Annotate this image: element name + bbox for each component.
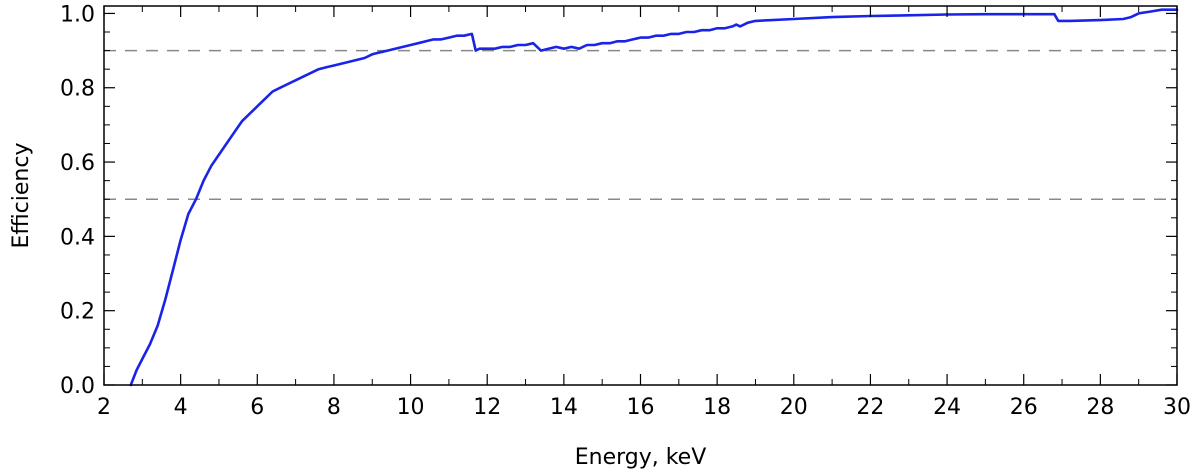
x-tick-label: 12 bbox=[473, 395, 501, 420]
y-tick-label: 0.6 bbox=[60, 151, 95, 176]
x-tick-label: 18 bbox=[703, 395, 731, 420]
y-axis-title: Efficiency bbox=[9, 143, 34, 249]
x-tick-label: 20 bbox=[780, 395, 808, 420]
y-tick-label: 1.0 bbox=[60, 2, 95, 27]
x-tick-label: 4 bbox=[174, 395, 188, 420]
y-tick-label: 0.8 bbox=[60, 77, 95, 102]
reference-lines bbox=[104, 49, 1177, 200]
plot-frame bbox=[103, 5, 1178, 386]
x-tick-label: 24 bbox=[933, 395, 961, 420]
y-tick-label: 0.4 bbox=[60, 225, 95, 250]
y-tick-labels: 0.0 0.2 0.4 0.6 0.8 1.0 bbox=[60, 2, 95, 399]
y-tick-label: 0.2 bbox=[60, 300, 95, 325]
x-tick-label: 2 bbox=[97, 395, 111, 420]
tick-marks bbox=[103, 6, 1178, 386]
x-tick-label: 26 bbox=[1010, 395, 1038, 420]
series-layer bbox=[129, 8, 1179, 387]
x-axis-title: Energy, keV bbox=[575, 445, 707, 470]
x-tick-label: 28 bbox=[1086, 395, 1114, 420]
x-tick-label: 22 bbox=[856, 395, 884, 420]
x-tick-label: 16 bbox=[627, 395, 655, 420]
x-tick-label: 30 bbox=[1163, 395, 1191, 420]
x-tick-labels: 2 4 6 8 10 12 14 16 18 20 22 24 26 28 30 bbox=[97, 395, 1191, 420]
x-tick-label: 6 bbox=[250, 395, 264, 420]
series-line-0 bbox=[129, 8, 1179, 387]
y-tick-label: 0.0 bbox=[60, 374, 95, 399]
x-tick-label: 14 bbox=[550, 395, 578, 420]
x-tick-label: 8 bbox=[327, 395, 341, 420]
x-tick-label: 10 bbox=[397, 395, 425, 420]
